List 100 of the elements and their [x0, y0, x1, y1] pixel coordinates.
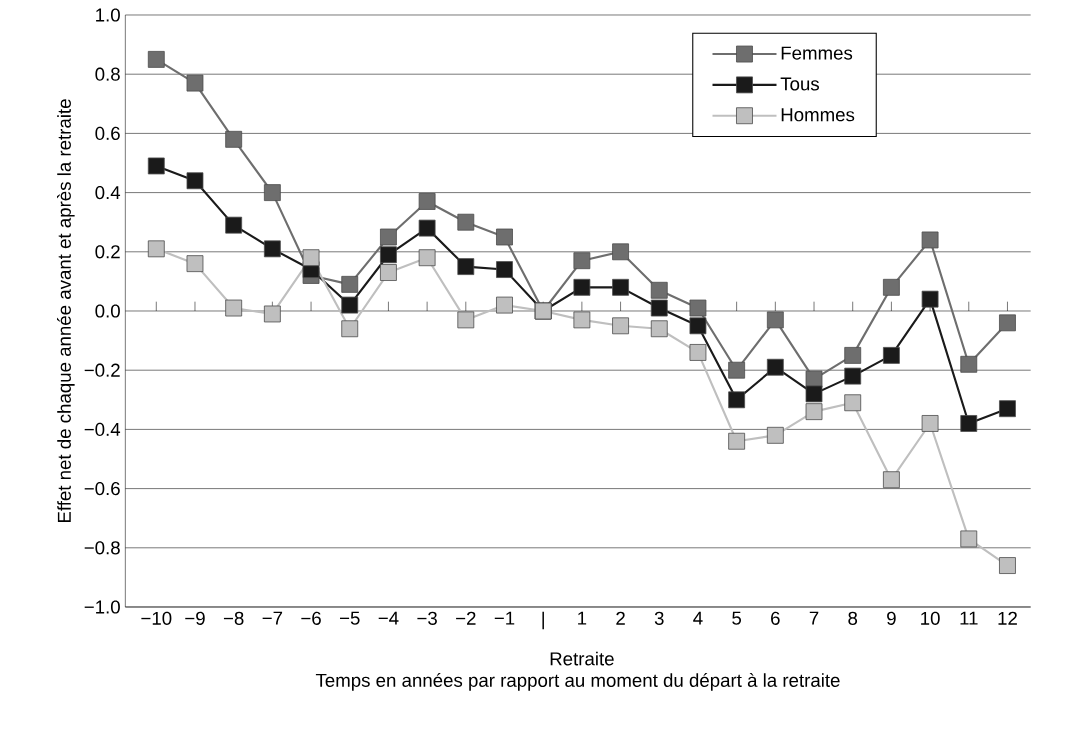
x-tick-label: 9: [887, 611, 896, 625]
x-tick-label: 1: [578, 611, 587, 625]
x-tick-label: −6: [301, 611, 321, 625]
point: [612, 243, 629, 261]
point: [766, 311, 784, 329]
point: [999, 400, 1016, 418]
y-tick-label: 0.0: [95, 304, 120, 318]
point: [418, 193, 436, 210]
y-tick-label: −0.6: [84, 481, 120, 496]
point: [883, 278, 900, 296]
point: [186, 172, 204, 190]
point: [805, 385, 823, 403]
point: [341, 296, 359, 314]
point: [225, 216, 243, 234]
point: [147, 240, 165, 258]
point: [766, 426, 784, 444]
point: [999, 557, 1016, 574]
point: [650, 299, 668, 317]
x-tick-label: 5: [732, 611, 742, 625]
point: [341, 275, 359, 293]
point: [844, 394, 862, 412]
x-tick-label: −9: [185, 611, 205, 625]
x-tick-label: −3: [417, 611, 437, 625]
y-axis-title: Effet net de chaque année avant et après la retraite: [56, 99, 75, 523]
point: [263, 240, 281, 258]
point: [263, 305, 281, 323]
legend-label: Tous: [780, 77, 819, 91]
point: [921, 231, 939, 249]
point: [844, 367, 862, 385]
x-tick-label: 4: [693, 611, 703, 625]
point: [728, 361, 746, 379]
point: [650, 320, 668, 338]
point: [728, 391, 746, 409]
point: [612, 278, 629, 296]
point: [457, 311, 475, 329]
x-axis-title: Temps en années par rapport au moment du départ à la retraite: [315, 673, 840, 691]
point: [147, 51, 165, 68]
text: Retraite: [550, 651, 614, 666]
y-tick-label: 1.0: [96, 8, 120, 22]
x-tick-label: −10: [141, 611, 172, 625]
x-tick-label: 2: [616, 611, 625, 625]
point: [999, 314, 1016, 332]
point: [457, 258, 475, 275]
x-tick-label: 11: [960, 611, 978, 625]
x-tick-label: −4: [378, 611, 399, 625]
x-tick-label: 12: [998, 611, 1017, 625]
point: [418, 219, 436, 237]
point: [496, 228, 513, 246]
point: [844, 347, 862, 364]
point: [921, 290, 939, 308]
x-tick-label: 7: [809, 611, 819, 625]
legend-label: Femmes: [781, 46, 853, 60]
point: [573, 252, 591, 270]
y-tick-label: −0.2: [84, 363, 120, 377]
point: [766, 358, 784, 376]
point: [883, 471, 900, 489]
point: [186, 74, 204, 92]
point: [650, 281, 668, 299]
point: [341, 320, 359, 338]
x-tick-label: −7: [262, 611, 283, 625]
point: [380, 228, 397, 246]
x-tick-label: 6: [771, 611, 780, 625]
point: [960, 530, 978, 548]
point: [573, 311, 591, 329]
y-tick-label: −1.0: [84, 600, 120, 614]
point: [883, 347, 900, 364]
point: [805, 403, 823, 421]
point: [263, 184, 281, 201]
y-tick-label: 0.2: [95, 245, 120, 259]
point: [689, 317, 707, 335]
point: [496, 296, 513, 314]
point: [147, 157, 165, 175]
point: [728, 432, 746, 450]
x-tick-label: −5: [340, 611, 360, 625]
point: [418, 249, 436, 267]
point: [960, 355, 978, 373]
point: [380, 246, 397, 264]
legend-label: Hommes: [781, 108, 855, 122]
x-tick-label: 8: [848, 611, 858, 625]
y-tick-label: −0.4: [84, 422, 121, 437]
point: [921, 415, 939, 432]
point: [225, 130, 243, 148]
point: [573, 278, 591, 296]
y-tick-label: −0.8: [84, 541, 120, 555]
point: [689, 344, 707, 361]
x-tick-label: −2: [456, 611, 476, 625]
point: [612, 317, 629, 335]
x-tick-label: −8: [223, 611, 244, 625]
point: [225, 299, 243, 317]
y-tick-label: 0.4: [95, 185, 121, 200]
x-tick-label: 10: [921, 611, 940, 625]
point: [689, 299, 707, 317]
point: [380, 264, 397, 281]
point: [496, 261, 513, 278]
point: [302, 249, 320, 267]
y-tick-label: 0.8: [95, 67, 120, 81]
y-tick-label: 0.6: [95, 126, 120, 141]
point: [457, 213, 475, 231]
x-tick-label: |: [542, 611, 544, 630]
x-tick-label: 3: [654, 611, 664, 625]
